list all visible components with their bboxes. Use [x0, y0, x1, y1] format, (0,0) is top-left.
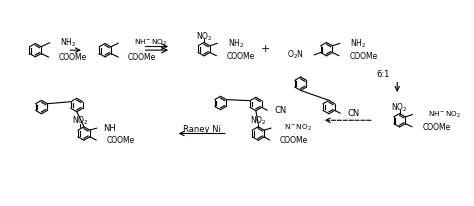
- Text: +: +: [261, 44, 270, 54]
- Text: NO$_2$: NO$_2$: [72, 114, 89, 127]
- Text: 6:1: 6:1: [376, 70, 390, 79]
- Text: NH$^-$NO$_2$: NH$^-$NO$_2$: [134, 38, 167, 48]
- Text: Raney Ni: Raney Ni: [182, 124, 220, 133]
- Text: COOMe: COOMe: [128, 53, 156, 62]
- Text: COOMe: COOMe: [280, 136, 308, 145]
- Text: COOMe: COOMe: [227, 52, 255, 61]
- Text: COOMe: COOMe: [349, 52, 378, 61]
- Text: NH$_2$: NH$_2$: [60, 36, 76, 49]
- Text: NO$_2$: NO$_2$: [250, 114, 266, 127]
- Text: CN: CN: [348, 109, 360, 118]
- Text: NH$_2$: NH$_2$: [350, 37, 366, 50]
- Text: CN: CN: [275, 106, 287, 115]
- Text: NO$_2$: NO$_2$: [391, 101, 408, 114]
- Text: NO$_2$: NO$_2$: [196, 30, 212, 43]
- Text: COOMe: COOMe: [107, 136, 135, 145]
- Text: COOMe: COOMe: [422, 123, 451, 132]
- Text: NH: NH: [103, 124, 116, 133]
- Text: NH$^-$NO$_2$: NH$^-$NO$_2$: [428, 109, 461, 119]
- Text: N$^-$NO$_2$: N$^-$NO$_2$: [284, 123, 312, 133]
- Text: COOMe: COOMe: [58, 53, 86, 62]
- Text: O$_2$N: O$_2$N: [287, 49, 304, 61]
- Text: NH$_2$: NH$_2$: [228, 37, 244, 50]
